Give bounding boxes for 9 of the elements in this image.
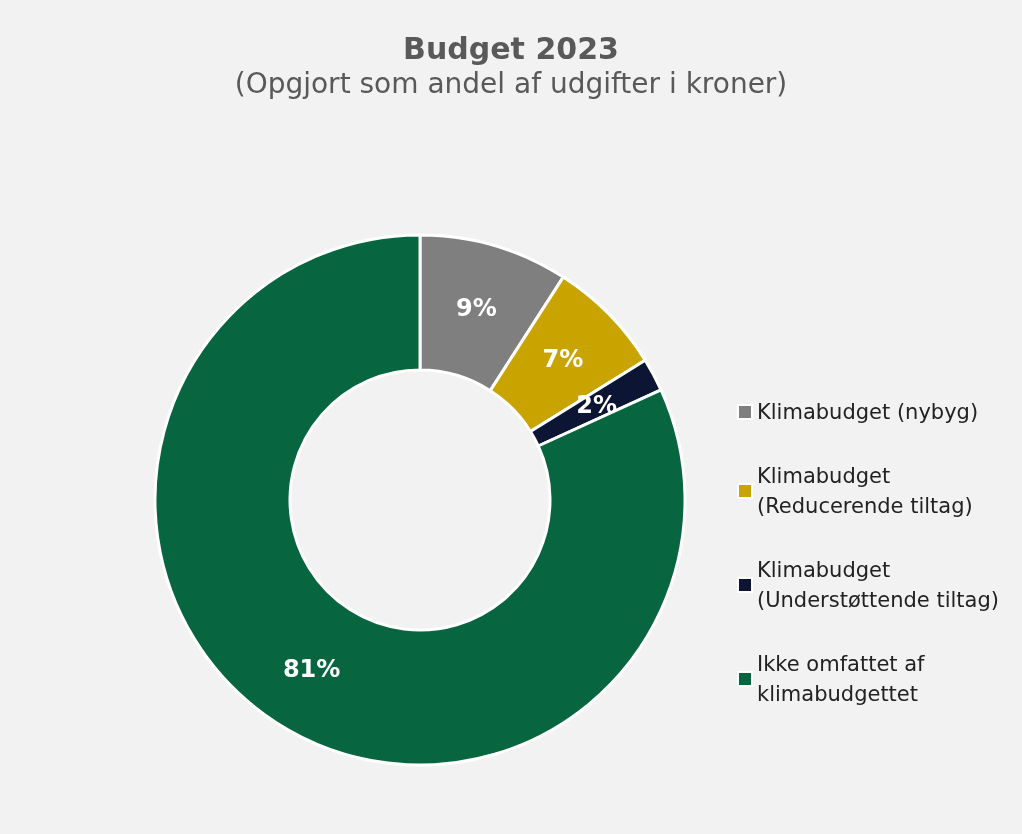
legend-label: Ikke omfattet af klimabudgettet [757,652,932,706]
chart-subtitle: (Opgjort som andel af udgifter i kroner) [234,66,788,100]
legend-label: Klimabudget (Reducerende tiltag) [757,464,973,518]
data-label: 7% [542,345,584,374]
legend-label: Klimabudget (nybyg) [757,400,979,424]
legend-label: Klimabudget (Understøttende tiltag) [757,558,999,612]
data-label: 9% [456,293,497,322]
chart-title: Budget 2023 [403,30,619,66]
data-label: 81% [282,654,341,683]
